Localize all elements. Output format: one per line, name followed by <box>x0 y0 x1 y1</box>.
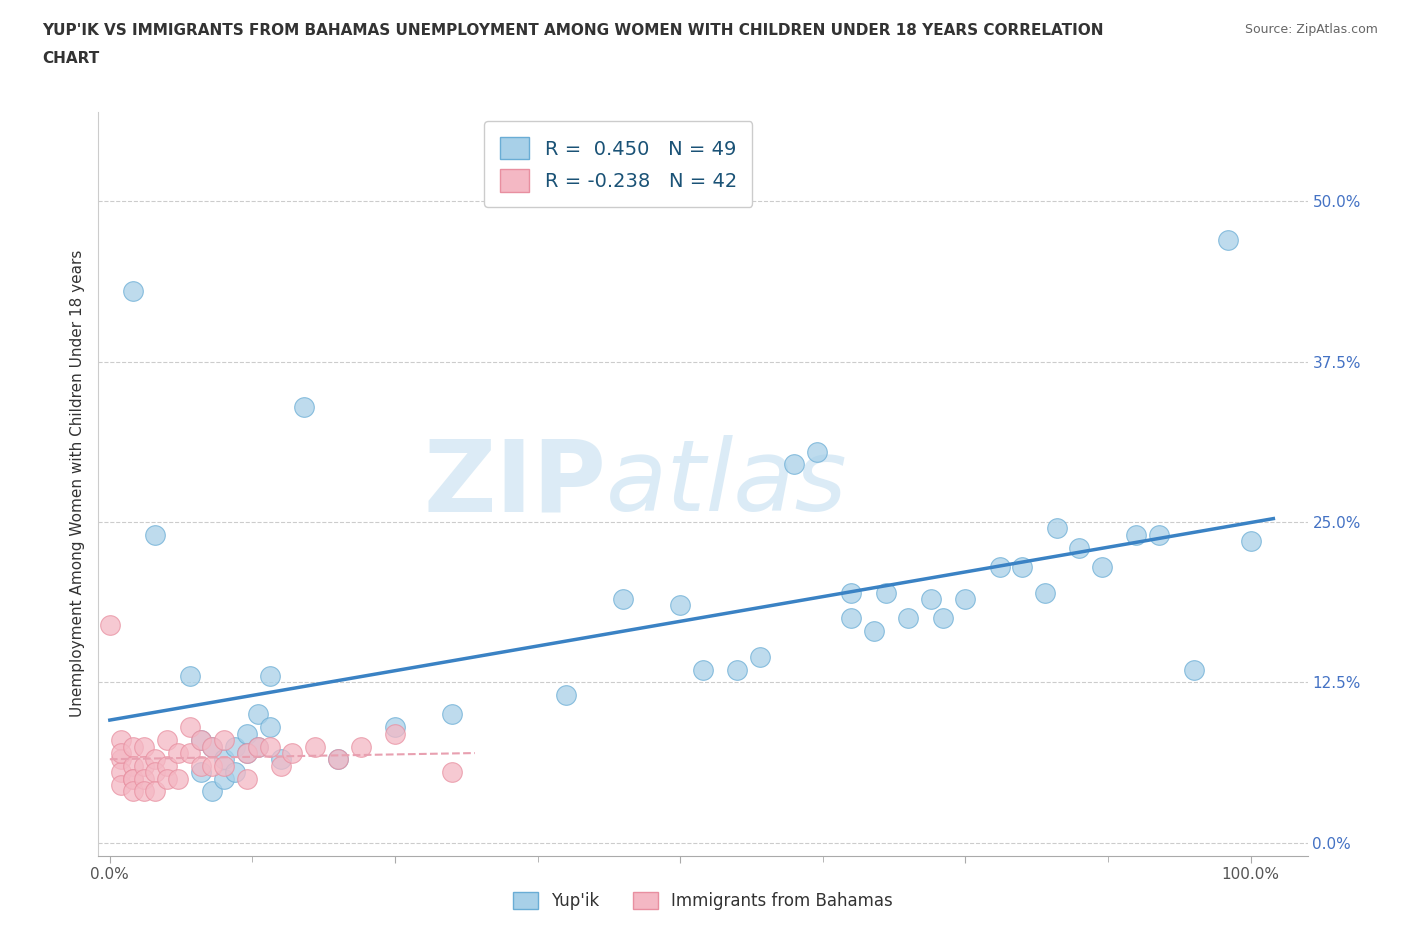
Point <box>224 739 246 754</box>
Point <box>988 560 1011 575</box>
Point <box>121 771 143 786</box>
Point <box>1069 540 1091 555</box>
Point <box>326 752 349 767</box>
Point <box>612 591 634 606</box>
Point <box>235 771 257 786</box>
Point <box>247 739 270 754</box>
Point <box>1011 560 1033 575</box>
Text: CHART: CHART <box>42 51 100 66</box>
Point <box>1091 560 1114 575</box>
Point <box>156 758 179 773</box>
Point <box>863 624 886 639</box>
Point <box>1046 521 1069 536</box>
Point <box>98 618 121 632</box>
Point <box>669 598 692 613</box>
Point <box>212 758 235 773</box>
Point <box>224 764 246 779</box>
Point <box>259 739 281 754</box>
Point <box>270 758 292 773</box>
Point <box>145 527 167 542</box>
Point <box>247 739 270 754</box>
Text: ZIP: ZIP <box>423 435 606 532</box>
Point <box>1216 232 1239 247</box>
Point <box>259 720 281 735</box>
Point <box>1149 527 1171 542</box>
Point <box>235 746 257 761</box>
Point <box>247 707 270 722</box>
Text: atlas: atlas <box>606 435 848 532</box>
Point <box>235 726 257 741</box>
Point <box>839 611 862 626</box>
Point <box>1239 534 1261 549</box>
Text: Source: ZipAtlas.com: Source: ZipAtlas.com <box>1244 23 1378 36</box>
Point <box>132 784 155 799</box>
Point <box>190 764 212 779</box>
Point <box>167 746 190 761</box>
Point <box>121 771 143 786</box>
Text: YUP'IK VS IMMIGRANTS FROM BAHAMAS UNEMPLOYMENT AMONG WOMEN WITH CHILDREN UNDER 1: YUP'IK VS IMMIGRANTS FROM BAHAMAS UNEMPL… <box>42 23 1104 38</box>
Point <box>110 746 132 761</box>
Point <box>955 591 977 606</box>
Point <box>1033 585 1056 600</box>
Point <box>555 688 578 703</box>
Point <box>783 457 806 472</box>
Point <box>839 585 862 600</box>
Point <box>441 707 464 722</box>
Point <box>897 611 920 626</box>
Point <box>132 739 155 754</box>
Point <box>875 585 897 600</box>
Point <box>156 771 179 786</box>
Point <box>132 758 155 773</box>
Point <box>259 669 281 684</box>
Point <box>212 752 235 767</box>
Point <box>304 739 326 754</box>
Point <box>441 764 464 779</box>
Point <box>1182 662 1205 677</box>
Point <box>212 771 235 786</box>
Point <box>145 752 167 767</box>
Point <box>190 733 212 748</box>
Point <box>725 662 748 677</box>
Point <box>384 720 406 735</box>
Y-axis label: Unemployment Among Women with Children Under 18 years: Unemployment Among Women with Children U… <box>69 250 84 717</box>
Point <box>270 752 292 767</box>
Point <box>201 739 224 754</box>
Point <box>201 739 224 754</box>
Point <box>806 445 828 459</box>
Legend: Yup'ik, Immigrants from Bahamas: Yup'ik, Immigrants from Bahamas <box>506 885 900 917</box>
Point <box>156 733 179 748</box>
Point <box>292 399 315 414</box>
Point <box>110 733 132 748</box>
Point <box>201 758 224 773</box>
Point <box>121 758 143 773</box>
Point <box>190 758 212 773</box>
Point <box>110 764 132 779</box>
Point <box>350 739 373 754</box>
Point <box>110 777 132 792</box>
Point <box>179 720 201 735</box>
Point <box>235 746 257 761</box>
Point <box>1125 527 1147 542</box>
Point <box>132 771 155 786</box>
Point <box>145 784 167 799</box>
Legend: R =  0.450   N = 49, R = -0.238   N = 42: R = 0.450 N = 49, R = -0.238 N = 42 <box>484 121 752 207</box>
Point <box>384 726 406 741</box>
Point <box>692 662 714 677</box>
Point <box>179 669 201 684</box>
Point <box>121 284 143 299</box>
Point <box>920 591 942 606</box>
Point <box>212 733 235 748</box>
Point <box>201 784 224 799</box>
Point <box>326 752 349 767</box>
Point <box>931 611 953 626</box>
Point <box>190 733 212 748</box>
Point <box>110 752 132 767</box>
Point <box>121 784 143 799</box>
Point <box>749 649 772 664</box>
Point <box>121 739 143 754</box>
Point <box>179 746 201 761</box>
Point <box>167 771 190 786</box>
Point <box>281 746 304 761</box>
Point <box>145 764 167 779</box>
